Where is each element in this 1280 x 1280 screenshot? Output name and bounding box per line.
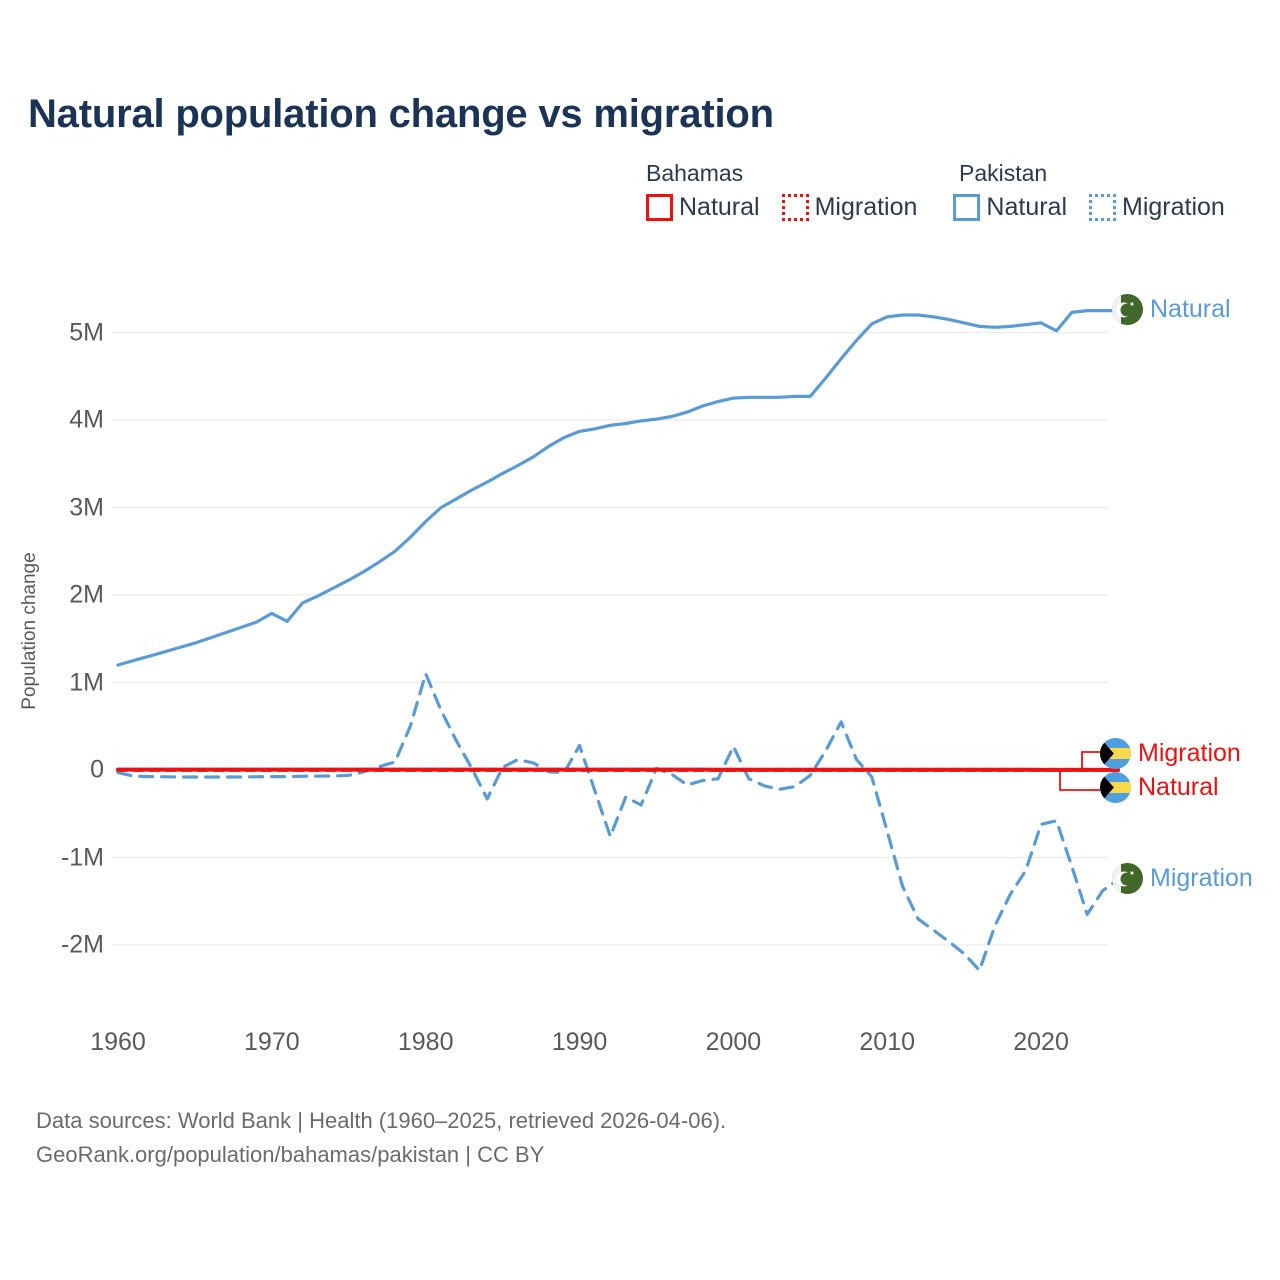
end-label-pakistan-migration[interactable]: Migration: [1112, 863, 1253, 894]
end-label-text: Migration: [1150, 864, 1253, 892]
page-title: Natural population change vs migration: [28, 92, 774, 136]
end-label-text: Migration: [1138, 739, 1241, 767]
legend-item-bahamas-migration[interactable]: Migration: [781, 193, 918, 222]
legend-label: Natural: [986, 193, 1068, 221]
footer-line-1: Data sources: World Bank | Health (1960–…: [36, 1108, 727, 1133]
legend-keys: Natural Migration Natural Migration: [646, 193, 1225, 222]
label-connectors: [1059, 751, 1100, 791]
y-axis-label: Population change: [19, 552, 40, 710]
dotted-square-outline-icon: [1089, 194, 1117, 221]
solid-square-outline-icon: [953, 194, 981, 221]
gridlines: [112, 331, 1108, 946]
y-axis-tick-label: -1M: [60, 843, 104, 871]
pakistan-flag-icon: [1112, 294, 1143, 325]
series-line-pakistan-migration: [116, 672, 1120, 972]
dotted-square-outline-icon: [781, 194, 809, 221]
series-line-pakistan-natural: [116, 309, 1120, 667]
x-axis-tick-label: 1990: [551, 1028, 608, 1056]
label-connector: [1081, 751, 1100, 769]
y-axis-tick-label: 4M: [69, 405, 104, 434]
legend-item-pakistan-natural[interactable]: Natural: [953, 193, 1067, 222]
end-label-pakistan-natural[interactable]: Natural: [1112, 294, 1231, 325]
end-label-bahamas-natural[interactable]: Natural: [1100, 772, 1219, 803]
legend-group-titles: Bahamas Pakistan: [646, 160, 1225, 187]
legend-label: Natural: [679, 193, 760, 221]
x-axis-tick-label: 1980: [397, 1028, 454, 1056]
legend-item-bahamas-natural[interactable]: Natural: [646, 193, 760, 222]
label-connector: [1059, 769, 1100, 791]
footer-sources: Data sources: World Bank | Health (1960–…: [36, 1104, 726, 1172]
y-axis-tick-label: 0: [90, 755, 104, 784]
footer-line-2: GeoRank.org/population/bahamas/pakistan …: [36, 1142, 545, 1168]
legend-label: Migration: [1122, 193, 1225, 221]
legend-group-title-bahamas: Bahamas: [646, 160, 744, 186]
bahamas-flag-icon: [1100, 738, 1131, 769]
y-axis-tick-label: 2M: [69, 580, 104, 609]
legend-item-pakistan-migration[interactable]: Migration: [1089, 193, 1225, 222]
x-axis-tick-label: 2000: [705, 1028, 762, 1056]
pakistan-flag-icon: [1112, 863, 1143, 894]
bahamas-flag-icon: [1100, 772, 1131, 803]
x-axis-tick-label: 2020: [1013, 1028, 1069, 1056]
end-label-text: Natural: [1150, 295, 1231, 323]
end-label-text: Natural: [1138, 773, 1219, 801]
series-lines: [116, 309, 1120, 972]
legend-label: Migration: [814, 193, 918, 221]
chart-legend: Bahamas Pakistan Natural Migration Natur…: [646, 160, 1225, 222]
y-axis-tick-label: 1M: [69, 668, 104, 696]
legend-group-title-pakistan: Pakistan: [959, 160, 1048, 186]
y-axis-tick-label: 3M: [69, 493, 104, 521]
y-axis-tick-label: -2M: [60, 930, 104, 959]
x-axis-tick-label: 1970: [244, 1028, 300, 1056]
y-axis-tick-label: 5M: [69, 318, 104, 346]
end-label-bahamas-migration[interactable]: Migration: [1100, 738, 1241, 769]
x-axis-tick-label: 2010: [859, 1028, 916, 1056]
solid-square-outline-icon: [646, 194, 673, 221]
x-axis-tick-label: 1960: [90, 1028, 146, 1056]
